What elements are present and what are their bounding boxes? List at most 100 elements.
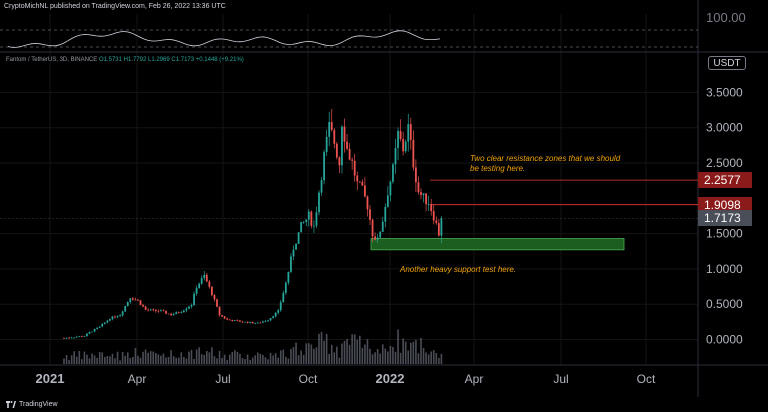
currency-button[interactable]: USDT: [708, 56, 746, 70]
price-axis[interactable]: 3.5000 3.0000 2.5000 1.5000 1.0000 0.5000 0.00…: [706, 85, 743, 346]
volume-bar: [216, 358, 218, 364]
volume-bar: [417, 353, 420, 364]
volume-bar: [208, 352, 211, 364]
volume-bar: [172, 356, 175, 364]
support-annotation: Another heavy support test here.: [400, 265, 517, 274]
volume-bar: [402, 338, 404, 364]
volume-bar: [119, 360, 121, 364]
volume-bar: [167, 357, 170, 364]
volume-bar: [101, 352, 104, 364]
candle-body: [384, 206, 387, 222]
volume-bar: [93, 355, 96, 364]
candle-body: [399, 130, 402, 140]
resistance-annotation: Two clear resistance zones that we shoul…: [470, 154, 620, 174]
candle-body: [109, 319, 111, 321]
candle-body: [343, 126, 346, 142]
volume-bar: [425, 352, 427, 364]
candle-body: [346, 141, 348, 149]
volume-bar: [239, 353, 241, 364]
volume-bar: [369, 348, 371, 364]
candle-body: [162, 310, 165, 312]
volume-bar: [346, 338, 348, 364]
candle-body: [267, 320, 269, 322]
volume-bar: [292, 347, 295, 364]
candle-body: [295, 243, 297, 250]
resistance-lower-price-tag: 1.9098: [698, 196, 752, 213]
candle-body: [325, 136, 328, 153]
volume-bar: [381, 344, 384, 364]
volume-bar: [244, 359, 246, 364]
candle-body: [256, 322, 259, 324]
volume-bar: [269, 352, 272, 364]
volume-bar: [351, 334, 353, 364]
candle-body: [65, 337, 68, 339]
volume-bar: [308, 343, 310, 364]
publish-header: CryptoMichNL published on TradingView.co…: [4, 3, 226, 10]
candle-body: [435, 220, 438, 224]
volume-bar: [228, 354, 231, 364]
volume-bar: [323, 340, 325, 364]
time-axis[interactable]: 2021 Apr Jul Oct 2022 Apr Jul Oct: [36, 371, 656, 386]
volume-bar: [144, 349, 147, 364]
candle-body: [93, 328, 96, 332]
candle-body: [190, 304, 193, 307]
ohlc-change: +0.1448 (+9.21%): [195, 57, 244, 63]
volume-bar: [279, 350, 282, 364]
volume-bar: [68, 360, 70, 364]
candle-body: [129, 298, 132, 302]
volume-bar: [379, 353, 381, 364]
y-tick-label: 3.5000: [706, 85, 743, 99]
candle-body: [177, 312, 180, 313]
volume-bar: [257, 352, 259, 364]
volume-bar: [218, 350, 221, 364]
candle-body: [394, 147, 397, 165]
candle-body: [402, 139, 405, 152]
candle-body: [98, 326, 101, 328]
candle-body: [371, 219, 374, 237]
volume-bar: [177, 357, 180, 364]
volume-bar: [407, 350, 410, 364]
candle-body: [392, 164, 394, 182]
volume-bar: [404, 341, 407, 364]
volume-bar: [165, 357, 167, 364]
candle-body: [231, 320, 234, 322]
candle-body: [264, 321, 267, 322]
candle-body: [251, 321, 254, 324]
volume-bar: [254, 355, 257, 364]
volume-bar: [422, 348, 425, 364]
candle-body: [262, 321, 264, 323]
candle-body: [244, 321, 246, 323]
candle-body: [103, 322, 106, 325]
y-tick-label: 1.0000: [706, 262, 743, 276]
candle-body: [284, 282, 287, 293]
candle-body: [91, 331, 93, 333]
candle-body: [73, 337, 76, 339]
candle-body: [338, 157, 341, 166]
candle-body: [351, 159, 354, 161]
volume-bar: [336, 346, 338, 364]
volume-bar: [371, 354, 374, 364]
candle-body: [126, 301, 129, 306]
candle-body: [305, 219, 308, 222]
candle-body: [297, 232, 300, 244]
candle-body: [160, 310, 162, 312]
volume-bar: [376, 348, 379, 364]
volume-bar: [126, 352, 129, 364]
candle-body: [432, 211, 435, 221]
volume-bar: [427, 354, 430, 364]
candle-body: [358, 181, 361, 183]
volume-bar: [190, 349, 193, 364]
candle-body: [88, 332, 91, 334]
volume-bar: [415, 339, 417, 364]
volume-bar: [96, 358, 98, 364]
candle-body: [116, 316, 119, 318]
candle-body: [310, 211, 313, 226]
zones-layer: [0, 179, 698, 251]
candle-body: [318, 192, 320, 213]
candle-body: [356, 175, 359, 182]
candle-body: [170, 313, 172, 316]
volume-bar: [132, 356, 134, 364]
candle-body: [279, 302, 282, 311]
candle-body: [157, 310, 160, 312]
